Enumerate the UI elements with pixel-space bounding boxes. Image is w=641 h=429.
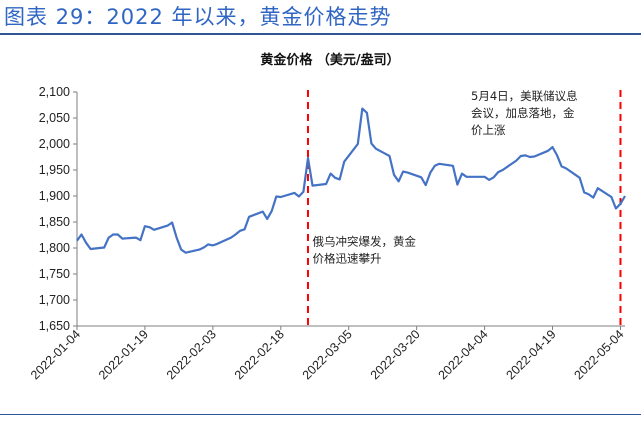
x-tick-label: 2022-05-04 bbox=[571, 327, 626, 382]
x-tick-label: 2022-03-05 bbox=[300, 327, 355, 382]
y-tick-label: 2,100 bbox=[39, 85, 70, 99]
y-tick-label: 1,750 bbox=[39, 267, 70, 281]
chart-title: 黄金价格 （美元/盎司） bbox=[260, 52, 399, 68]
x-tick-label: 2022-02-18 bbox=[232, 327, 287, 382]
x-tick-label: 2022-02-03 bbox=[164, 327, 219, 382]
x-tick-label: 2022-04-04 bbox=[436, 327, 491, 382]
annotation-text: 俄乌冲突爆发，黄金 bbox=[313, 234, 417, 248]
y-tick-label: 2,050 bbox=[39, 111, 70, 125]
annotation-text: 5月4日，美联储议息 bbox=[471, 89, 578, 103]
figure-title: 图表 29：2022 年以来，黄金价格走势 bbox=[4, 5, 392, 29]
series-layer bbox=[76, 107, 626, 254]
x-tick-label: 2022-01-19 bbox=[96, 327, 151, 382]
annotation-text: 价上涨 bbox=[471, 123, 506, 137]
annotation-text: 会议，加息落地，金 bbox=[471, 106, 575, 120]
x-tick-label: 2022-04-19 bbox=[504, 327, 559, 382]
y-tick-label: 2,000 bbox=[39, 137, 70, 151]
x-tick-label: 2022-01-04 bbox=[28, 327, 83, 382]
y-tick-label: 1,850 bbox=[39, 215, 70, 229]
x-tick-label: 2022-03-20 bbox=[368, 327, 423, 382]
gold-price-chart: 黄金价格 （美元/盎司） 1,6501,7001,7501,8001,8501,… bbox=[28, 52, 627, 382]
bottom-rule bbox=[0, 414, 641, 415]
y-tick-label: 1,900 bbox=[39, 189, 70, 203]
gold-price-line bbox=[76, 107, 626, 254]
y-tick-label: 1,800 bbox=[39, 241, 70, 255]
y-tick-label: 1,700 bbox=[39, 293, 70, 307]
y-tick-label: 1,650 bbox=[39, 319, 70, 333]
y-axis: 1,650 1,700 1,750 1,800 1,850 1,900 1,950 2,000… bbox=[39, 85, 78, 333]
event-markers bbox=[306, 90, 622, 326]
x-axis: 2022-01-04 2022-01-19 2022-02-03 2022-02-18… bbox=[28, 325, 627, 382]
annotation-text: 价格迅速攀升 bbox=[313, 251, 382, 265]
top-rule bbox=[0, 33, 641, 35]
y-tick-label: 1,950 bbox=[39, 163, 70, 177]
